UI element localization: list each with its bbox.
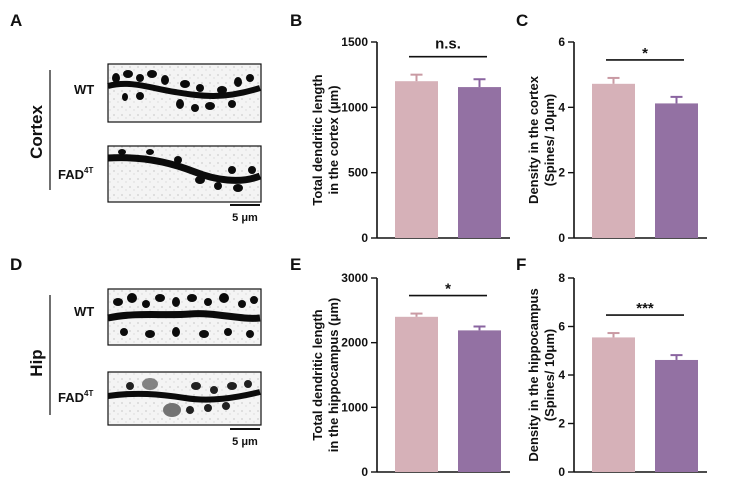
significance-label: ***: [636, 300, 654, 317]
y-axis-label: Total dendritic lengthin the hippocampus…: [310, 298, 341, 453]
significance-label: *: [445, 281, 451, 298]
y-axis-label-line: in the cortex (μm): [326, 85, 341, 194]
group-label-fad: FAD4T: [58, 166, 93, 182]
y-tick-label: 0: [558, 465, 565, 479]
micrograph-cortex-fad: [107, 145, 262, 203]
bar-wt: [395, 316, 438, 472]
y-tick-label: 6: [558, 320, 565, 334]
y-axis-label: Density in the hippocampus(Spines/ 10μm): [526, 288, 557, 461]
y-tick-label: 0: [361, 465, 368, 479]
y-axis-label-line: (Spines/ 10μm): [542, 94, 557, 186]
y-tick-label: 6: [558, 35, 565, 49]
group-label-fad: FAD4T: [58, 389, 93, 405]
row-cortex: Cortex WT FAD4T: [27, 63, 262, 224]
group-label-wt: WT: [74, 304, 94, 319]
y-axis-label: Total dendritic lengthin the cortex (μm): [310, 74, 341, 205]
y-tick-label: 2000: [341, 336, 368, 350]
row-hip: Hip WT FAD4T: [27, 288, 262, 448]
panel-letter: E: [290, 255, 301, 274]
chart-b: B 0 500 1000 1500 Total dendritic lengthin th…: [290, 11, 510, 245]
y-tick-label: 2: [558, 166, 565, 180]
scale-label: 5 μm: [232, 212, 258, 224]
y-tick-label: 1000: [341, 400, 368, 414]
bar-fad4t: [458, 87, 501, 238]
bar-fad4t: [655, 359, 698, 472]
y-tick-label: 4: [558, 100, 565, 114]
micrograph-cortex-wt: [107, 63, 262, 123]
y-axis-label-line: Density in the cortex: [526, 75, 541, 204]
chart-c: C 0 2 4 6 Density in the cortex(Spines/ 10μm)…: [516, 11, 707, 245]
significance-label: n.s.: [435, 36, 461, 53]
bar-fad4t: [655, 103, 698, 238]
y-tick-label: 0: [361, 231, 368, 245]
bar-wt: [592, 337, 635, 472]
scale-label: 5 μm: [232, 436, 258, 448]
micrograph-hip-wt: [107, 288, 262, 346]
y-tick-label: 0: [558, 231, 565, 245]
bar-wt: [395, 81, 438, 238]
panel-letter: C: [516, 11, 528, 30]
y-axis-label-line: in the hippocampus (μm): [326, 298, 341, 453]
y-axis-label-line: Total dendritic length: [310, 74, 325, 205]
panel-letter: B: [290, 11, 302, 30]
y-axis-label-line: (Spines/ 10μm): [542, 329, 557, 421]
y-tick-label: 2: [558, 417, 565, 431]
panel-letter-a: A: [10, 11, 22, 30]
bar-wt: [592, 83, 635, 239]
group-label-wt: WT: [74, 82, 94, 97]
significance-label: *: [642, 45, 648, 62]
y-tick-label: 4: [558, 368, 565, 382]
row-label-cortex: Cortex: [27, 105, 46, 159]
y-tick-label: 1000: [341, 100, 368, 114]
y-tick-label: 500: [348, 166, 368, 180]
y-tick-label: 3000: [341, 271, 368, 285]
y-tick-label: 8: [558, 271, 565, 285]
y-tick-label: 1500: [341, 35, 368, 49]
panel-letter: F: [516, 255, 526, 274]
micrograph-hip-fad: [107, 371, 262, 426]
row-label-hip: Hip: [27, 349, 46, 376]
y-axis-label-line: Density in the hippocampus: [526, 288, 541, 461]
panel-letter-d: D: [10, 255, 22, 274]
y-axis-label-line: Total dendritic length: [310, 309, 325, 440]
y-axis-label: Density in the cortex(Spines/ 10μm): [526, 75, 557, 204]
bar-fad4t: [458, 330, 501, 472]
